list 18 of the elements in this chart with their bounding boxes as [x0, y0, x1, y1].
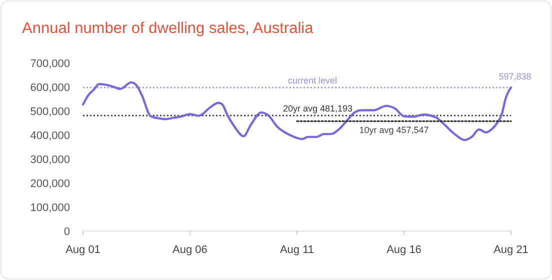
y-tick-label: 300,000 — [30, 154, 70, 166]
y-tick-label: 600,000 — [30, 82, 70, 94]
series-label: 10yr avg 457,547 — [359, 125, 429, 136]
y-tick-label: 200,000 — [30, 178, 70, 190]
x-tick-label: Aug 21 — [494, 244, 528, 256]
y-tick-label: 100,000 — [30, 202, 70, 214]
chart-title: Annual number of dwelling sales, Australia — [22, 20, 314, 37]
annotation: 597,838 — [498, 72, 532, 82]
y-tick-label: 400,000 — [30, 130, 70, 142]
x-tick-label: Aug 06 — [172, 244, 208, 256]
y-tick-label: 0 — [64, 226, 70, 238]
x-tick-label: Aug 11 — [280, 244, 314, 256]
ref-line-label: 20yr avg 481,193 — [283, 104, 353, 114]
ref-line-label: current level — [288, 76, 338, 86]
y-tick-label: 700,000 — [30, 58, 70, 70]
x-tick-label: Aug 01 — [66, 244, 100, 256]
y-tick-label: 500,000 — [30, 106, 70, 118]
x-tick-label: Aug 16 — [386, 244, 422, 256]
